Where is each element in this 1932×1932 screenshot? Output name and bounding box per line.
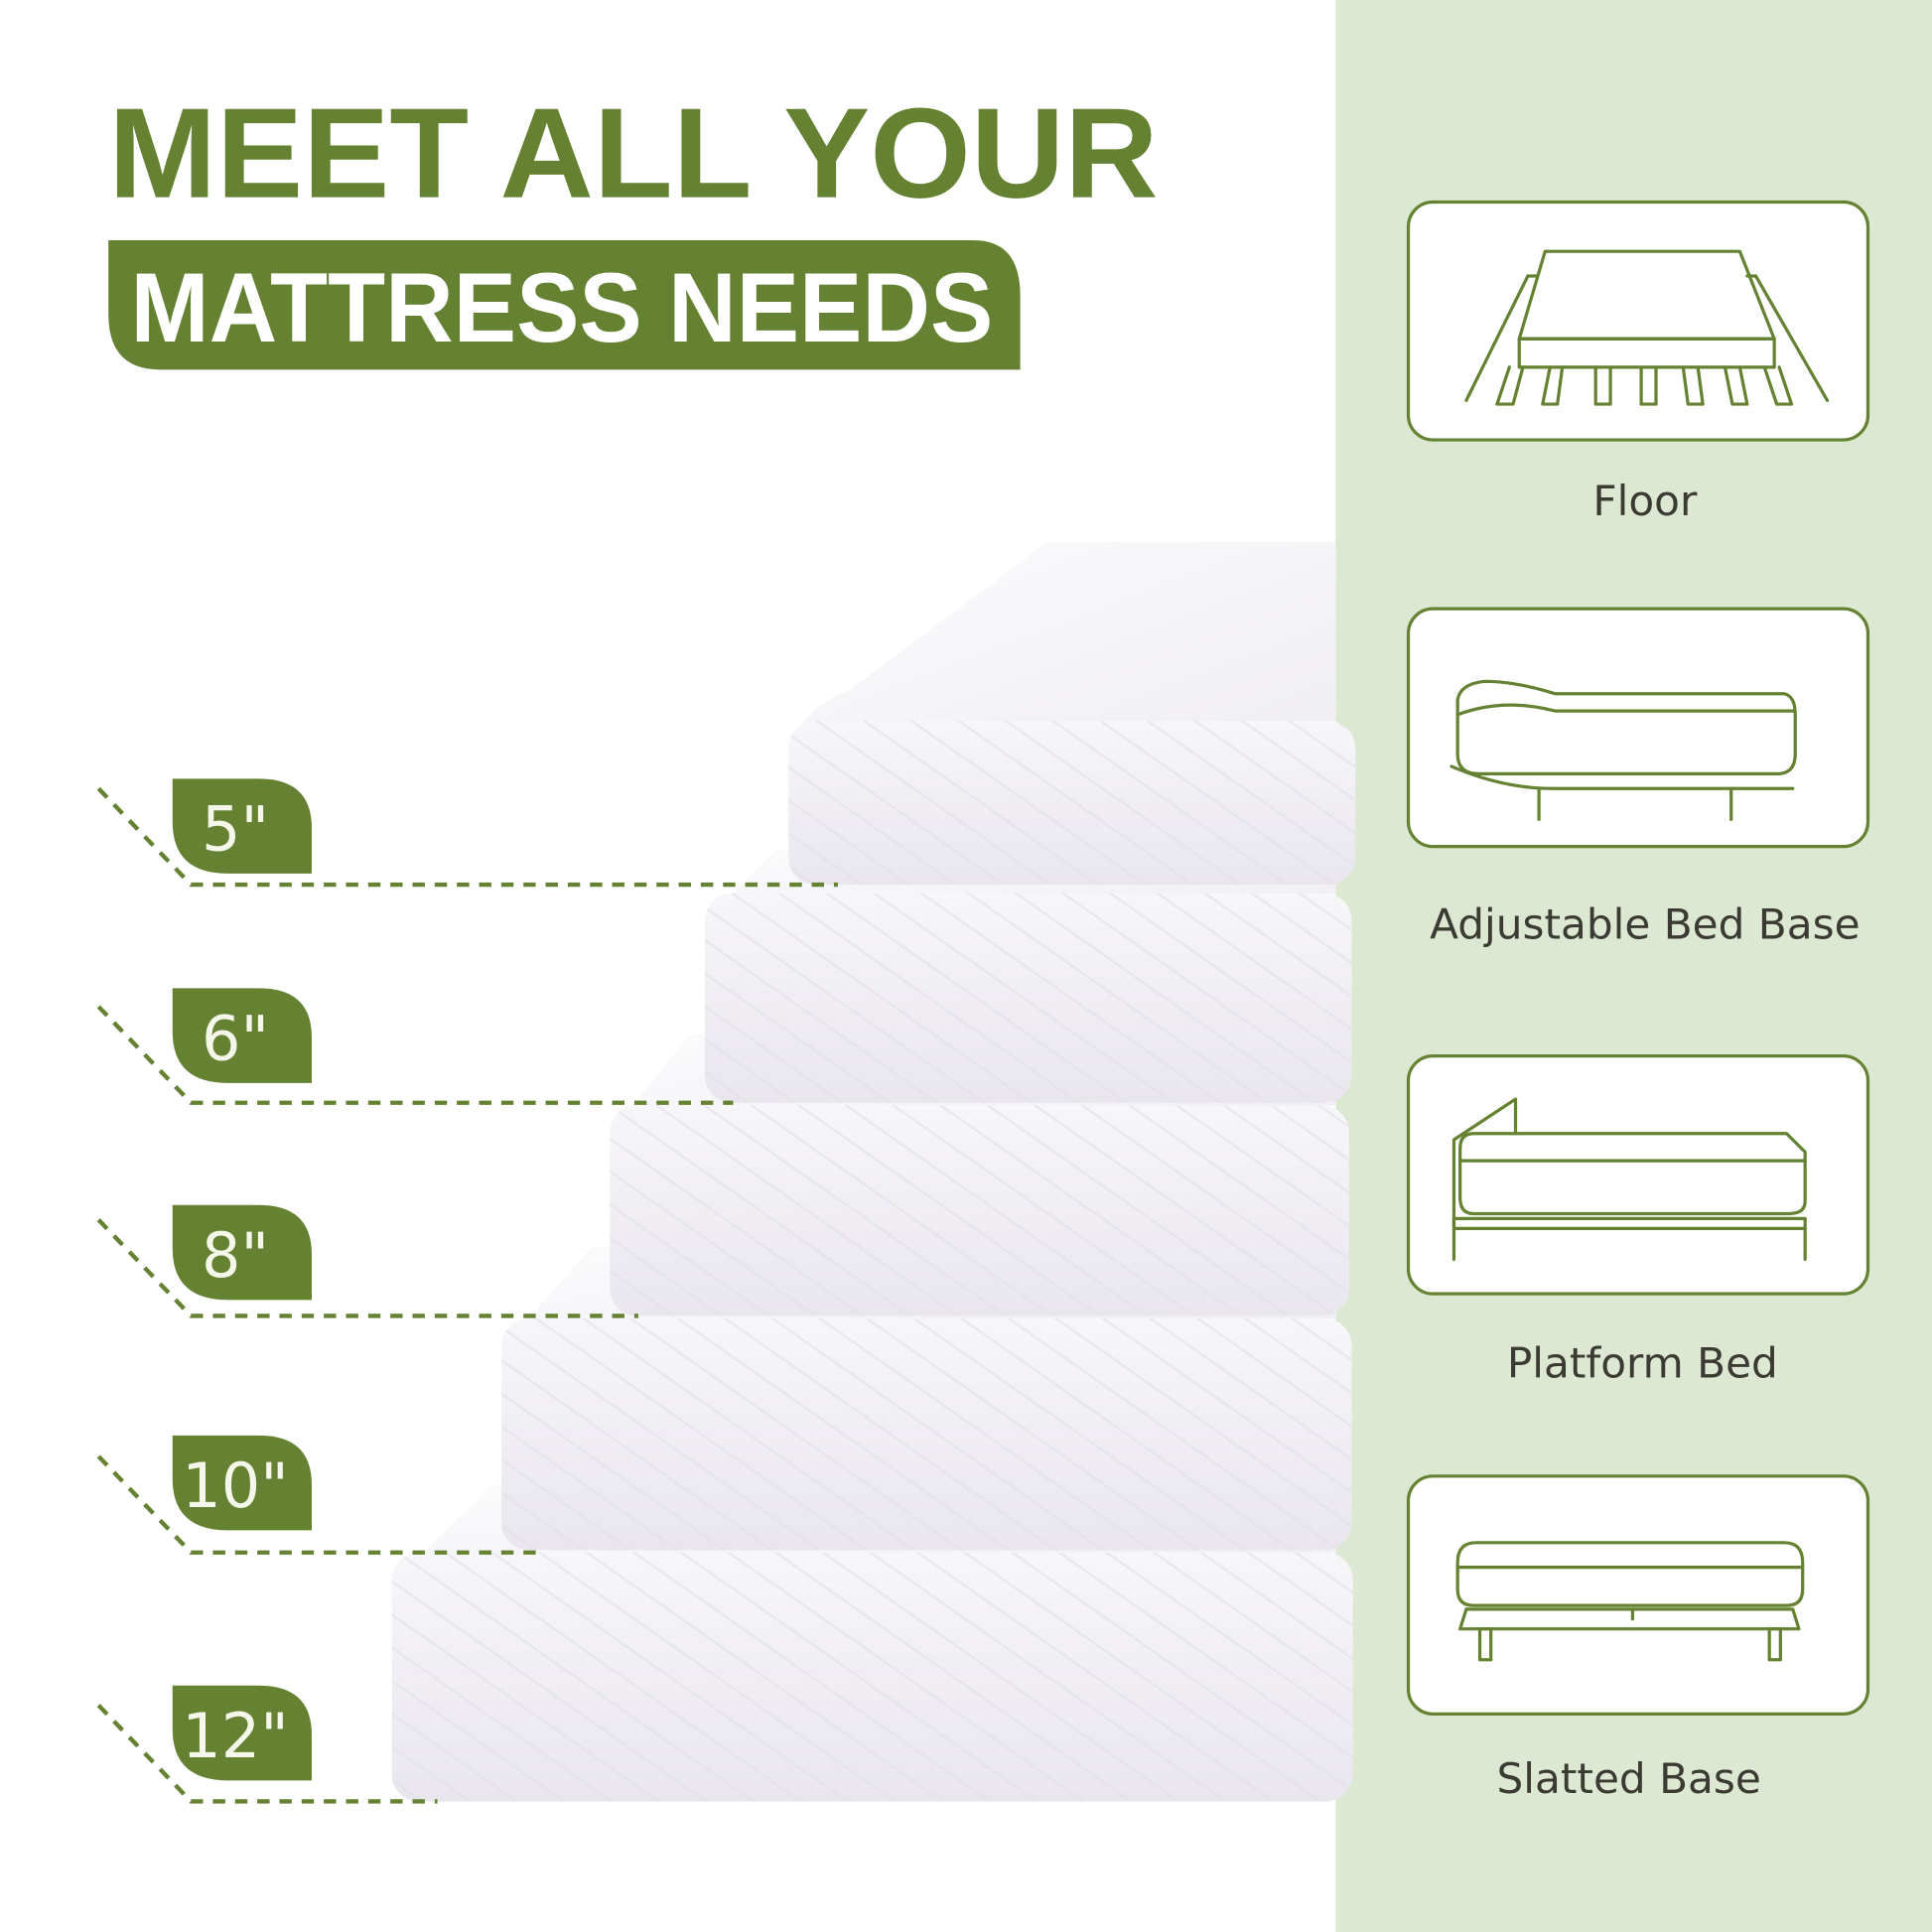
thickness-badge [172, 988, 312, 1083]
dashed-guide-line [96, 1454, 543, 1555]
thickness-markers: 5" 6" 8" 10" 12" [96, 778, 838, 1804]
platform-bed-icon [1451, 1097, 1807, 1261]
dashed-guide-line [96, 1704, 438, 1804]
bed-type-label: Platform Bed [1507, 1339, 1778, 1388]
thickness-badge [172, 778, 312, 874]
bed-type-label: Slatted Base [1497, 1754, 1761, 1803]
bed-type-card-slatted: Slatted Base [1406, 1474, 1870, 1803]
thickness-marker: 12" [96, 1685, 438, 1804]
thickness-marker: 10" [96, 1435, 543, 1555]
thickness-marker: 5" [96, 778, 838, 888]
dashed-guide-line [96, 1218, 638, 1318]
mattress-5in [788, 542, 1356, 886]
thickness-marker: 8" [96, 1204, 638, 1318]
thickness-label: 12" [182, 1700, 289, 1772]
thickness-label: 5" [202, 792, 269, 865]
headline-banner [108, 240, 1021, 370]
thickness-badge [172, 1685, 312, 1781]
dashed-guide-line [96, 1005, 734, 1105]
mattress-6in [704, 850, 1352, 1103]
bed-type-label: Floor [1592, 477, 1698, 525]
thickness-label: 8" [202, 1219, 269, 1292]
bed-type-card-platform: Platform Bed [1406, 1053, 1870, 1388]
headline-line2: MATTRESS NEEDS [131, 253, 994, 363]
bed-type-card-adjustable: Adjustable Bed Base [1406, 607, 1870, 949]
headline-line1: MEET ALL YOUR [108, 82, 1158, 225]
thickness-label: 6" [202, 1002, 269, 1074]
bed-type-label: Adjustable Bed Base [1430, 900, 1860, 949]
thickness-badge [172, 1204, 312, 1301]
mattress-stack [391, 542, 1356, 1802]
bed-type-card-floor: Floor [1406, 200, 1870, 525]
slatted-base-icon [1455, 1541, 1805, 1662]
thickness-label: 10" [182, 1449, 289, 1522]
adjustable-bed-icon [1449, 679, 1797, 821]
thickness-marker: 6" [96, 988, 734, 1105]
thickness-badge [172, 1435, 312, 1531]
floor-mattress-icon [1464, 249, 1830, 406]
dashed-guide-line [96, 786, 838, 888]
